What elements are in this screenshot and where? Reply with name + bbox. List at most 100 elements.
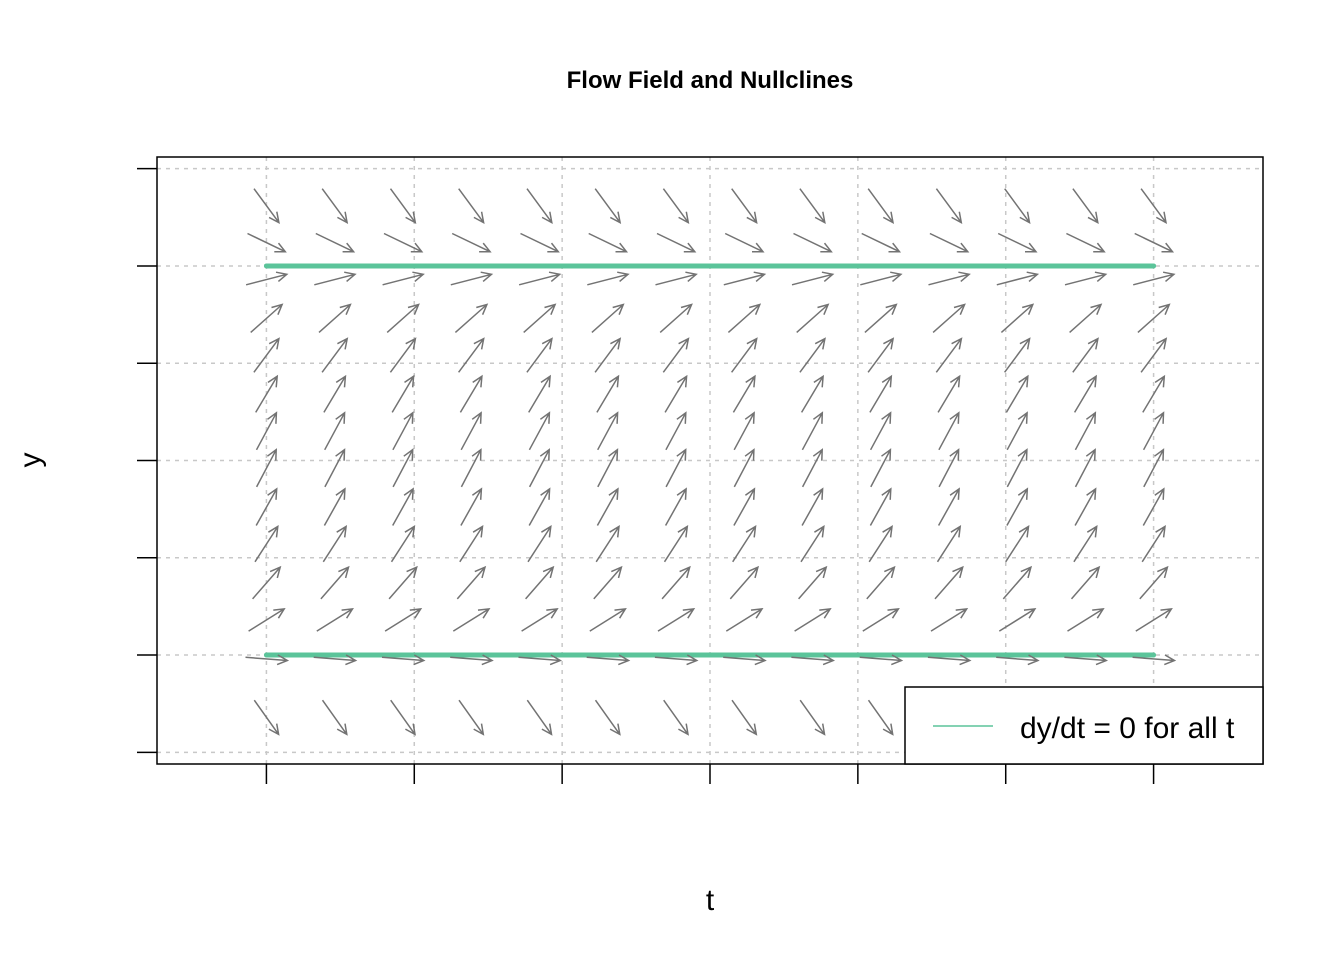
flow-arrow-3-10 (934, 565, 964, 600)
flow-arrow-9-10 (935, 337, 963, 373)
y-axis-label: y (14, 453, 47, 468)
flow-arrow-1-12 (1064, 654, 1109, 666)
flow-arrow-11-7 (723, 271, 767, 286)
flow-arrow-13-13 (1140, 188, 1168, 224)
legend-label-nullcline: dy/dt = 0 for all t (1020, 712, 1235, 745)
flow-arrow-2-3 (452, 607, 491, 632)
flow-arrow-12-13 (1134, 232, 1175, 253)
flow-arrow-5-2 (392, 487, 414, 526)
flow-arrow-5-10 (937, 487, 960, 526)
flow-arrow-12-8 (793, 232, 833, 253)
flow-arrow-6-9 (870, 448, 892, 488)
flow-arrow-10-10 (932, 303, 966, 333)
flow-arrow-5-4 (528, 487, 551, 526)
flow-arrow-4-2 (390, 525, 416, 563)
flow-arrow-3-12 (1070, 565, 1101, 600)
flow-arrow-6-5 (597, 448, 619, 488)
flow-arrow-12-2 (383, 232, 424, 253)
flow-arrow-11-11 (996, 271, 1040, 286)
flow-arrow-12-12 (1066, 232, 1106, 253)
flow-arrow-13-10 (935, 188, 963, 224)
flow-arrow-11-2 (382, 271, 425, 286)
flow-arrow-13-6 (662, 188, 690, 224)
flow-arrow-0-3 (458, 699, 485, 736)
flow-arrow-7-11 (1006, 411, 1028, 451)
flow-arrow-9-2 (389, 337, 417, 373)
flow-arrow-5-11 (1006, 487, 1029, 526)
flow-arrows (245, 188, 1177, 736)
flow-arrow-10-3 (454, 303, 489, 333)
flow-arrow-11-5 (587, 271, 630, 286)
flow-arrow-7-13 (1142, 411, 1165, 451)
flow-arrow-13-12 (1072, 188, 1099, 224)
flow-arrow-1-9 (859, 654, 904, 666)
flow-arrow-3-8 (798, 565, 828, 600)
flow-arrow-3-6 (661, 565, 691, 600)
flow-arrow-11-1 (314, 271, 357, 286)
flow-arrow-13-4 (526, 188, 553, 224)
flow-arrow-8-11 (1005, 374, 1029, 413)
legend: dy/dt = 0 for all t (904, 686, 1264, 765)
flow-arrow-1-13 (1132, 654, 1177, 666)
flow-arrow-13-7 (731, 188, 758, 224)
flow-arrow-11-8 (791, 271, 835, 286)
flow-arrow-4-12 (1073, 525, 1098, 563)
flow-arrow-6-10 (938, 448, 960, 488)
flow-arrow-13-1 (321, 188, 349, 224)
flow-arrow-2-4 (521, 607, 559, 632)
flow-arrow-3-9 (866, 565, 896, 600)
flow-arrow-0-9 (867, 699, 894, 736)
flow-arrow-1-8 (791, 654, 836, 666)
flow-arrow-7-4 (528, 411, 551, 451)
flow-arrow-1-6 (654, 654, 699, 666)
flow-arrow-12-4 (520, 232, 560, 253)
flow-arrow-8-2 (391, 374, 415, 413)
flow-arrow-10-11 (1000, 303, 1035, 333)
flow-arrow-6-8 (801, 448, 824, 488)
flow-arrow-6-2 (392, 448, 414, 488)
flow-arrow-5-5 (596, 487, 619, 526)
flow-arrow-4-5 (595, 525, 620, 563)
flow-arrow-9-6 (662, 337, 690, 373)
flow-arrow-0-6 (663, 699, 689, 736)
flow-arrow-9-8 (799, 337, 826, 373)
flow-arrow-6-11 (1006, 448, 1028, 488)
flow-arrow-6-6 (665, 448, 687, 488)
flow-arrow-11-13 (1133, 271, 1176, 286)
flow-arrow-9-12 (1072, 337, 1099, 373)
flow-arrow-5-1 (323, 487, 346, 526)
flow-arrow-9-13 (1140, 337, 1168, 373)
flow-arrow-11-6 (655, 271, 698, 286)
flow-arrow-7-1 (324, 411, 346, 451)
flow-arrow-10-5 (591, 303, 625, 333)
flow-arrow-9-5 (594, 337, 622, 373)
flow-arrow-5-6 (664, 487, 687, 526)
flow-arrow-1-3 (450, 654, 494, 666)
flow-arrow-9-7 (730, 337, 758, 373)
flow-arrow-5-12 (1074, 487, 1097, 526)
flow-arrow-7-9 (869, 411, 892, 451)
flow-arrow-13-9 (867, 188, 895, 224)
flow-arrow-0-5 (594, 699, 621, 736)
flow-arrow-7-10 (938, 411, 960, 451)
flow-arrow-10-9 (864, 303, 898, 333)
flow-arrow-11-4 (518, 271, 562, 286)
flow-arrow-4-10 (936, 525, 962, 563)
flow-arrow-2-13 (1135, 607, 1173, 632)
flow-arrow-4-11 (1005, 525, 1030, 563)
flow-arrow-3-5 (593, 565, 623, 600)
flow-arrow-1-4 (518, 654, 563, 666)
flow-arrow-5-7 (733, 487, 756, 526)
flow-arrow-10-1 (318, 303, 352, 333)
flow-arrow-8-4 (528, 374, 551, 413)
flow-arrow-7-6 (665, 411, 687, 451)
flow-arrow-0-7 (731, 699, 758, 736)
flow-arrow-7-2 (392, 411, 414, 451)
flow-arrow-8-8 (800, 374, 824, 413)
flow-arrow-1-10 (927, 654, 972, 666)
flow-arrow-5-3 (460, 487, 483, 526)
flow-arrow-10-12 (1069, 303, 1103, 333)
flow-arrow-4-6 (663, 525, 689, 563)
flow-arrow-9-1 (321, 337, 349, 373)
flow-arrow-1-0 (245, 654, 290, 666)
